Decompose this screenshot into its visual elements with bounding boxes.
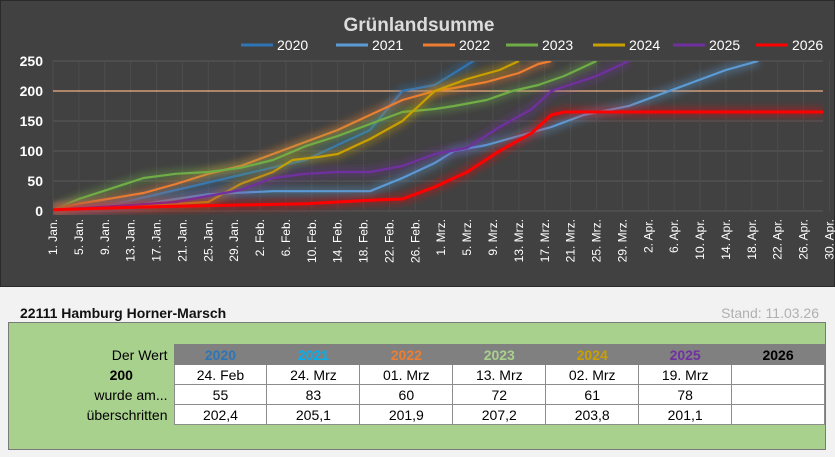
x-tick-label-15: 1. Mrz. (434, 219, 448, 256)
x-tick-label-25: 10. Apr. (693, 219, 707, 260)
table-cell-day-2021: 83 (266, 384, 361, 405)
year-header-2026: 2026 (731, 344, 825, 365)
label-wurde-am: wurde am... (94, 386, 168, 403)
series-line-2023 (53, 61, 597, 211)
x-tick-label-21: 25. Mrz. (590, 219, 604, 262)
table-row-days: wurde am... 55 83 60 72 61 78 (45, 384, 825, 405)
y-tick-label-0: 0 (35, 203, 43, 219)
x-tick-label-5: 21. Jan. (175, 219, 189, 262)
x-tick-label-7: 29. Jan. (227, 219, 241, 262)
table-row-values: überschritten 202,4 205,1 201,9 207,2 203,8 2… (45, 404, 825, 425)
y-tick-label-200: 200 (20, 83, 44, 99)
legend-label-2022: 2022 (459, 37, 490, 53)
x-tick-label-18: 13. Mrz. (512, 219, 526, 262)
table-cell-value-2021: 205,1 (266, 404, 361, 425)
x-tick-label-20: 21. Mrz. (564, 219, 578, 262)
series-line-2025 (53, 61, 630, 211)
x-tick-label-29: 26. Apr. (797, 219, 811, 260)
x-tick-label-28: 22. Apr. (771, 219, 785, 260)
table-row-years: Der Wert 2020 2021 2022 2023 2024 2025 2026 (45, 344, 825, 365)
series-line-2022 (53, 61, 552, 211)
x-tick-label-6: 25. Jan. (201, 219, 215, 262)
table-cell-value-2022: 201,9 (359, 404, 454, 425)
legend-label-2023: 2023 (542, 37, 573, 53)
table-cell-value-2025: 201,1 (638, 404, 733, 425)
label-der-wert: Der Wert (111, 346, 168, 363)
x-tick-label-1: 5. Jan. (72, 219, 86, 255)
year-header-2022: 2022 (359, 344, 454, 365)
x-tick-label-4: 17. Jan. (150, 219, 164, 262)
x-tick-label-11: 14. Feb. (331, 219, 345, 263)
table-cell-value-2024: 203,8 (545, 404, 640, 425)
table-cell-date-2024: 02. Mrz (545, 364, 640, 385)
label-threshold: 200 (109, 366, 133, 383)
table-cell-day-2023: 72 (452, 384, 547, 405)
table-cell-date-2020: 24. Feb (173, 364, 268, 385)
legend-label-2024: 2024 (629, 37, 660, 53)
x-tick-label-2: 9. Jan. (98, 219, 112, 255)
year-header-2021: 2021 (266, 344, 361, 365)
table-cell-day-2024: 61 (545, 384, 640, 405)
x-tick-label-9: 6. Feb. (279, 219, 293, 256)
table-cell-date-2025: 19. Mrz (638, 364, 733, 385)
x-tick-label-16: 5. Mrz. (460, 219, 474, 256)
table-cell-day-2026 (731, 384, 825, 405)
location-label: 22111 Hamburg Horner-Marsch (20, 305, 227, 321)
year-header-2025: 2025 (638, 344, 733, 365)
x-tick-label-14: 26. Feb. (408, 219, 422, 263)
legend-label-2025: 2025 (709, 37, 740, 53)
legend-label-2020: 2020 (277, 37, 308, 53)
table-cell-date-2023: 13. Mrz (452, 364, 547, 385)
chart-title: Grünlandsumme (344, 15, 495, 36)
series-line-2026 (53, 110, 823, 212)
x-tick-label-22: 29. Mrz. (615, 219, 629, 262)
table-cell-value-2023: 207,2 (452, 404, 547, 425)
x-tick-label-24: 6. Apr. (667, 219, 681, 253)
x-tick-label-13: 22. Feb. (382, 219, 396, 263)
table-cell-day-2022: 60 (359, 384, 454, 405)
legend-label-2026: 2026 (792, 37, 823, 53)
x-tick-label-30: 30. Apr. (822, 219, 835, 260)
table-cell-date-2021: 24. Mrz (266, 364, 361, 385)
table-row-dates: 200 24. Feb 24. Mrz 01. Mrz 13. Mrz 02. Mrz 1… (45, 364, 825, 385)
year-header-2023: 2023 (452, 344, 547, 365)
threshold-table: Der Wert 2020 2021 2022 2023 2024 2025 2026 20… (45, 344, 825, 425)
legend-label-2021: 2021 (372, 37, 403, 53)
x-tick-label-8: 2. Feb. (253, 219, 267, 256)
year-header-2024: 2024 (545, 344, 640, 365)
table-cell-value-2020: 202,4 (173, 404, 268, 425)
table-cell-date-2026 (731, 364, 825, 385)
year-header-2020: 2020 (173, 344, 268, 365)
x-tick-label-23: 2. Apr. (641, 219, 655, 253)
chart-svg: Grünlandsumme 0 50 100 150 200 250 1. Jan. 5. Ja… (20, 15, 835, 263)
table-cell-value-2026 (731, 404, 825, 425)
label-ueberschritten: überschritten (86, 406, 168, 423)
y-tick-label-150: 150 (20, 113, 44, 129)
y-tick-label-250: 250 (20, 53, 44, 69)
table-cell-day-2020: 55 (173, 384, 268, 405)
x-tick-label-17: 9. Mrz. (486, 219, 500, 256)
table-cell-day-2025: 78 (638, 384, 733, 405)
x-tick-label-3: 13. Jan. (124, 219, 138, 262)
stand-date: Stand: 11.03.26 (721, 305, 819, 321)
x-tick-label-27: 18. Apr. (745, 219, 759, 260)
x-tick-label-10: 10. Feb. (305, 219, 319, 263)
y-tick-label-100: 100 (20, 143, 44, 159)
chart-area: Grünlandsumme 0 50 100 150 200 250 1. Jan. 5. Ja… (0, 0, 835, 287)
x-tick-label-26: 14. Apr. (719, 219, 733, 260)
y-tick-label-50: 50 (27, 173, 43, 189)
x-tick-label-0: 1. Jan. (46, 219, 60, 255)
threshold-panel: Der Wert 2020 2021 2022 2023 2024 2025 2026 20… (8, 322, 826, 450)
table-cell-date-2022: 01. Mrz (359, 364, 454, 385)
x-tick-label-12: 18. Feb. (357, 219, 371, 263)
x-tick-label-19: 17. Mrz. (538, 219, 552, 262)
